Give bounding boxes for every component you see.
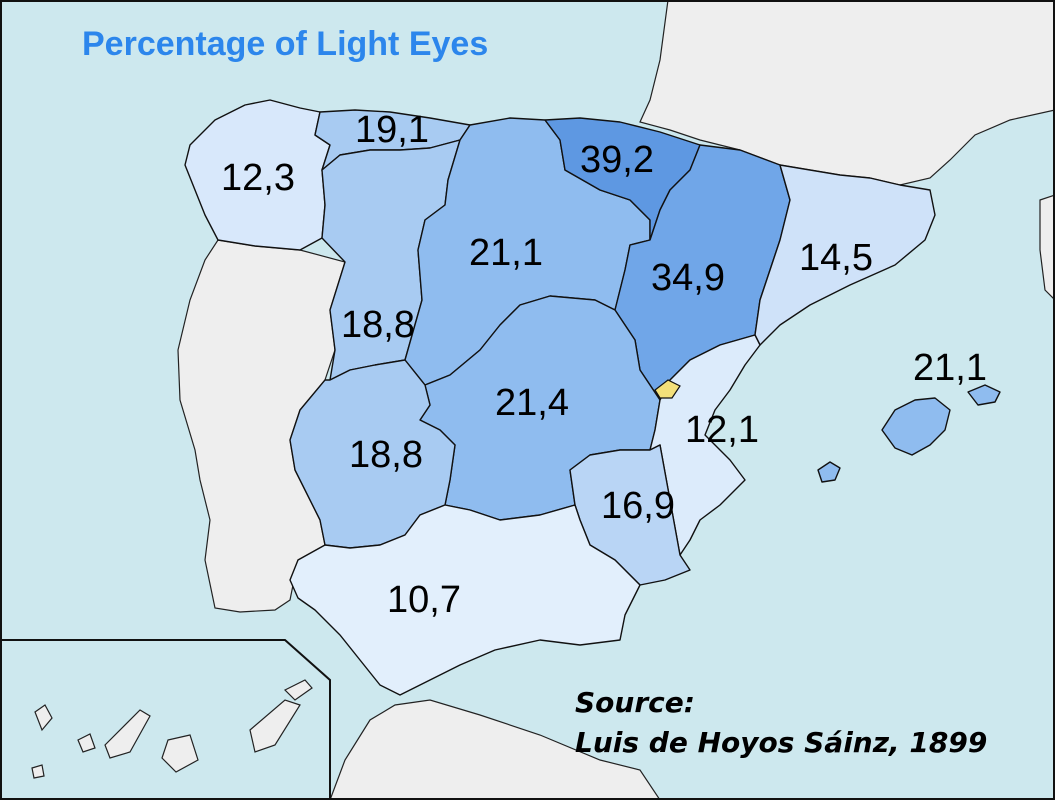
source-label: Source:	[575, 686, 695, 719]
source-citation: Luis de Hoyos Sáinz, 1899	[575, 726, 987, 759]
region-andalusia	[289, 504, 641, 696]
canary-island	[249, 699, 301, 753]
canary-island	[34, 704, 53, 732]
label-old-castile: 21,1	[469, 232, 543, 274]
label-galicia: 12,3	[221, 157, 295, 199]
enclave	[654, 379, 681, 399]
canary-island	[283, 679, 313, 701]
label-aragon: 34,9	[651, 257, 725, 299]
label-basque-navarre: 39,2	[580, 139, 654, 181]
canary-island	[104, 709, 151, 759]
label-asturias: 19,1	[355, 109, 429, 151]
label-valencia: 12,1	[685, 409, 759, 451]
map-title: Percentage of Light Eyes	[82, 25, 488, 63]
value-labels: 12,3 19,1 18,8 21,1 39,2 34,9 14,5 21,1 …	[221, 109, 987, 621]
label-leon: 18,8	[341, 304, 415, 346]
region-balearic-mallorca	[881, 397, 951, 456]
label-catalonia: 14,5	[799, 237, 873, 279]
label-andalusia: 10,7	[387, 579, 461, 621]
canary-island	[161, 734, 199, 773]
canary-island	[77, 733, 96, 753]
region-catalonia	[754, 164, 936, 346]
corsica-land	[1039, 194, 1055, 301]
region-balearic-menorca	[967, 384, 1001, 406]
canary-inset-frame	[0, 639, 331, 800]
label-new-castile: 21,4	[495, 382, 569, 424]
region-balearic-ibiza	[817, 461, 841, 483]
label-murcia: 16,9	[601, 485, 675, 527]
label-extremadura: 18,8	[349, 434, 423, 476]
canary-island	[31, 764, 45, 779]
africa-land	[329, 699, 661, 800]
label-balearic: 21,1	[913, 347, 987, 389]
